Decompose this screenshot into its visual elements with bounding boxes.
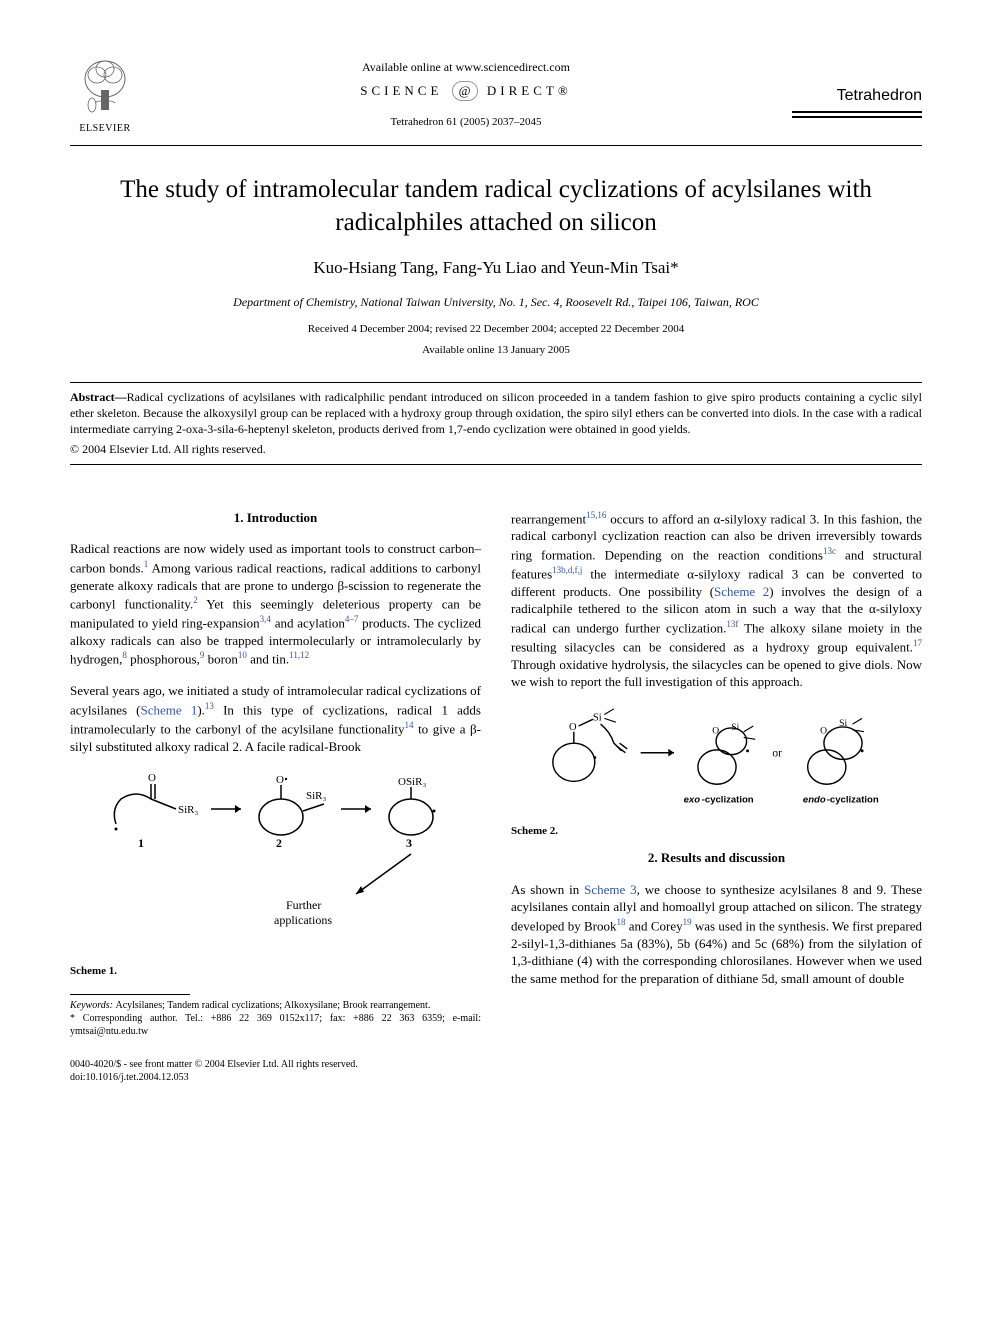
body-two-column: 1. Introduction Radical reactions are no… [70, 509, 922, 1039]
doi-line: doi:10.1016/j.tet.2004.12.053 [70, 1071, 358, 1084]
col2-p1-a: rearrangement [511, 511, 586, 526]
article-title: The study of intramolecular tandem radic… [110, 174, 882, 239]
svg-text:-cyclization: -cyclization [826, 794, 878, 805]
sd-left: SCIENCE [360, 83, 442, 98]
elsevier-text: ELSEVIER [70, 122, 140, 136]
affiliation: Department of Chemistry, National Taiwan… [70, 294, 922, 310]
ref-14[interactable]: 14 [405, 720, 414, 730]
sir3-1: SiR₃ [178, 804, 199, 816]
journal-name: Tetrahedron [792, 85, 922, 107]
scheme1-svg: O SiR₃ 1 O SiR₃ 2 [86, 769, 466, 949]
intro-paragraph-2: Several years ago, we initiated a study … [70, 682, 481, 755]
intro-p1-g: boron [204, 652, 238, 667]
scheme1-caption: Scheme 1. [70, 964, 481, 979]
svg-text:Si: Si [592, 712, 601, 723]
ref-3-4[interactable]: 3,4 [260, 614, 271, 624]
svg-text:O: O [148, 772, 156, 784]
sciencedirect-logo: SCIENCE @ DIRECT® [360, 81, 571, 101]
intro-paragraph-1: Radical reactions are now widely used as… [70, 540, 481, 668]
scheme2-link[interactable]: Scheme 2 [714, 584, 769, 599]
center-header: Available online at www.sciencedirect.co… [140, 55, 792, 130]
results-paragraph-1: As shown in Scheme 3, we choose to synth… [511, 881, 922, 988]
svg-text:-cyclization: -cyclization [701, 794, 753, 805]
ref-13[interactable]: 13 [205, 701, 214, 711]
issn-line: 0040-4020/$ - see front matter © 2004 El… [70, 1058, 358, 1071]
ref-4-7[interactable]: 4–7 [345, 614, 359, 624]
sd-right: DIRECT® [487, 83, 572, 98]
copyright: © 2004 Elsevier Ltd. All rights reserved… [70, 441, 922, 457]
abstract-top-rule [70, 382, 922, 383]
abstract-label: Abstract— [70, 390, 127, 404]
or-label: or [772, 747, 782, 759]
ref-11-12[interactable]: 11,12 [289, 650, 309, 660]
abstract-block: Abstract—Radical cyclizations of acylsil… [70, 389, 922, 438]
scheme2-caption: Scheme 2. [511, 824, 922, 839]
footnote-rule [70, 994, 190, 995]
scheme1-figure: O SiR₃ 1 O SiR₃ 2 [70, 769, 481, 954]
keywords-footnote: Keywords: Acylsilanes; Tandem radical cy… [70, 999, 481, 1012]
compound-3: 3 [406, 836, 412, 850]
compound-1: 1 [138, 836, 144, 850]
available-online-date: Available online 13 January 2005 [70, 343, 922, 358]
corresponding-footnote: * Corresponding author. Tel.: +886 22 36… [70, 1012, 481, 1038]
svg-text:endo: endo [802, 794, 825, 805]
results-p1-a: As shown in [511, 882, 584, 897]
svg-text:Si: Si [839, 718, 847, 729]
intro-p1-d: and acylation [271, 615, 345, 630]
corresponding-label: * Corresponding author. [70, 1013, 185, 1024]
svg-text:Si: Si [731, 721, 739, 732]
page-footer: 0040-4020/$ - see front matter © 2004 El… [70, 1058, 922, 1084]
ref-13c[interactable]: 13c [823, 546, 836, 556]
abstract-text: Radical cyclizations of acylsilanes with… [70, 390, 922, 436]
svg-text:O: O [820, 725, 827, 736]
ref-10[interactable]: 10 [238, 650, 247, 660]
ref-18[interactable]: 18 [617, 917, 626, 927]
journal-underline [792, 111, 922, 113]
col2-paragraph-1: rearrangement15,16 occurs to afford an α… [511, 509, 922, 691]
further-apps-2: applications [274, 913, 332, 927]
scheme3-link[interactable]: Scheme 3 [584, 882, 637, 897]
further-apps-1: Further [286, 898, 321, 912]
intro-heading: 1. Introduction [70, 509, 481, 527]
publisher-header: ELSEVIER Available online at www.science… [70, 55, 922, 137]
results-p1-c: and Corey [626, 918, 683, 933]
svg-text:O: O [276, 774, 284, 786]
ref-13bdfj[interactable]: 13b,d,f,j [552, 565, 582, 575]
journal-underline-2 [792, 116, 922, 118]
keywords-label: Keywords: [70, 1000, 115, 1011]
svg-text:O: O [569, 721, 577, 732]
osir3: OSiR₃ [398, 776, 426, 788]
sd-at-icon: @ [452, 81, 478, 101]
keywords-text: Acylsilanes; Tandem radical cyclizations… [115, 1000, 430, 1011]
header-rule [70, 145, 922, 146]
intro-p1-f: phosphorous, [127, 652, 200, 667]
received-dates: Received 4 December 2004; revised 22 Dec… [70, 322, 922, 337]
col2-p1-g: Through oxidative hydrolysis, the silacy… [511, 657, 922, 690]
results-heading: 2. Results and discussion [511, 849, 922, 867]
svg-text:exo: exo [683, 794, 700, 805]
intro-p2-b: ). [197, 702, 205, 717]
ref-15-16[interactable]: 15,16 [586, 510, 606, 520]
scheme2-svg: O Si O Si or [517, 705, 917, 810]
sir3-2: SiR₃ [306, 790, 327, 802]
ref-13f[interactable]: 13f [726, 619, 738, 629]
compound-2: 2 [276, 836, 282, 850]
doi-block: 0040-4020/$ - see front matter © 2004 El… [70, 1058, 358, 1084]
svg-text:O: O [712, 725, 719, 736]
ref-19[interactable]: 19 [683, 917, 692, 927]
left-column: 1. Introduction Radical reactions are no… [70, 509, 481, 1039]
intro-p1-h: and tin. [247, 652, 289, 667]
journal-name-box: Tetrahedron [792, 55, 922, 121]
scheme1-link[interactable]: Scheme 1 [141, 702, 198, 717]
elsevier-tree-icon [75, 55, 135, 115]
journal-reference: Tetrahedron 61 (2005) 2037–2045 [140, 115, 792, 130]
authors: Kuo-Hsiang Tang, Fang-Yu Liao and Yeun-M… [70, 257, 922, 280]
ref-17[interactable]: 17 [913, 638, 922, 648]
right-column: rearrangement15,16 occurs to afford an α… [511, 509, 922, 1039]
available-online-text: Available online at www.sciencedirect.co… [140, 59, 792, 75]
elsevier-logo: ELSEVIER [70, 55, 140, 137]
abstract-bottom-rule [70, 464, 922, 465]
scheme2-figure: O Si O Si or [511, 705, 922, 815]
